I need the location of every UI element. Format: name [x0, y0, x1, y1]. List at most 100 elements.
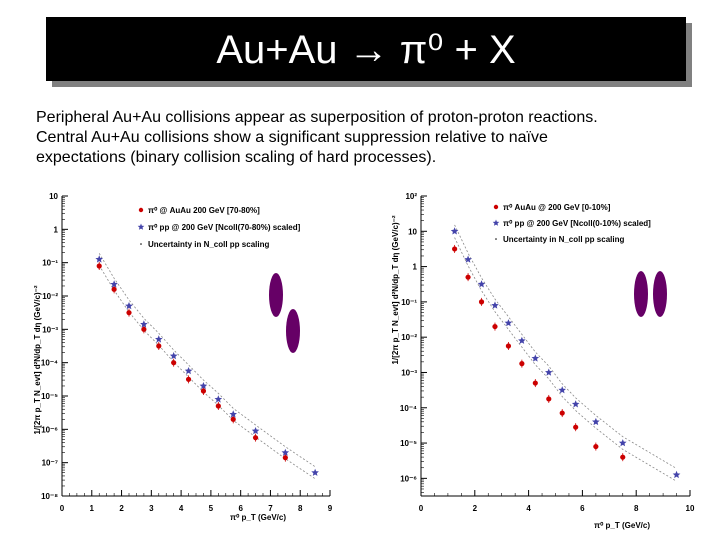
auau-data-point [519, 361, 525, 367]
pp-data-point [491, 301, 499, 309]
y-tick-label: 10² [405, 192, 417, 201]
auau-data-point [156, 343, 162, 349]
x-tick-label: 10 [686, 504, 695, 513]
x-tick-label: 9 [328, 504, 333, 513]
auau-data-point [620, 454, 626, 460]
pp-data-point [464, 255, 472, 263]
y-tick-label: 10⁻² [42, 292, 58, 301]
x-tick-label: 8 [298, 504, 303, 513]
pp-data-point [531, 354, 540, 362]
x-tick-label: 6 [238, 504, 243, 513]
x-tick-label: 5 [209, 504, 214, 513]
legend-marker-auau [493, 204, 499, 210]
pp-data-point [155, 335, 163, 343]
x-tick-label: 4 [179, 504, 184, 513]
legend-entry: Uncertainty in N_coll pp scaling [148, 240, 269, 249]
x-axis-label: π⁰ p_T (GeV/c) [594, 521, 650, 530]
y-tick-label: 10⁻⁶ [400, 474, 417, 483]
y-axis-label: 1/[2π p_T N_evt] d²N/dp_T dη (GeV/c)⁻² [33, 285, 42, 434]
legend-marker-pp [137, 223, 145, 230]
legend-entry: π⁰ pp @ 200 GeV [Ncoll(70-80%) scaled] [148, 223, 301, 232]
x-tick-label: 2 [119, 504, 124, 513]
pp-data-point [184, 367, 193, 375]
auau-data-point [252, 435, 259, 441]
auau-data-point [593, 443, 599, 450]
pp-data-point [518, 336, 526, 344]
purple-ellipse-marker [269, 273, 283, 317]
y-tick-label: 10⁻³ [42, 325, 58, 334]
auau-data-point [141, 326, 147, 332]
uncertainty-band-upper [98, 253, 316, 468]
y-tick-label: 10⁻⁷ [42, 459, 58, 468]
auau-data-point [492, 323, 498, 330]
legend-entry: π⁰ pp @ 200 GeV [Ncoll(0-10%) scaled] [503, 219, 651, 228]
auau-data-point [573, 424, 579, 430]
pp-data-point [311, 468, 319, 476]
purple-ellipse-marker [653, 271, 667, 317]
x-tick-label: 8 [634, 504, 639, 513]
pp-data-point [169, 352, 178, 360]
x-tick-label: 3 [149, 504, 154, 513]
x-tick-label: 7 [268, 504, 273, 513]
x-tick-label: 4 [526, 504, 531, 513]
y-tick-label: 10⁻⁵ [41, 392, 58, 401]
y-tick-label: 10⁻¹ [401, 298, 417, 307]
y-tick-label: 10⁻³ [401, 368, 417, 377]
auau-data-point [96, 263, 102, 269]
legend-entry: π⁰ @ AuAu 200 GeV [70-80%] [148, 206, 260, 215]
y-tick-label: 10⁻² [401, 333, 417, 342]
pp-data-point [545, 368, 553, 376]
y-tick-label: 10⁻⁸ [41, 492, 58, 501]
pp-data-point [504, 319, 513, 327]
auau-data-point [230, 416, 236, 422]
y-axis-label: 1/[2π p_T N_evt] d²N/dp_T dη (GeV/c)⁻² [391, 215, 400, 364]
auau-data-point [478, 299, 485, 305]
auau-data-point [452, 246, 458, 252]
legend-marker-auau [138, 207, 144, 213]
pp-data-point [450, 227, 459, 235]
y-tick-label: 1 [413, 263, 418, 272]
x-tick-label: 1 [90, 504, 95, 513]
uncertainty-band-upper [454, 224, 677, 469]
x-tick-label: 0 [419, 504, 424, 513]
pp-data-point [592, 417, 600, 426]
legend-entry: π⁰ AuAu @ 200 GeV [0-10%] [503, 203, 611, 212]
auau-data-point [111, 286, 117, 292]
pp-data-point [125, 302, 133, 310]
legend-marker-band [140, 243, 142, 245]
auau-data-point [282, 455, 288, 461]
x-tick-label: 6 [580, 504, 585, 513]
y-tick-label: 1 [54, 225, 59, 234]
auau-data-point [559, 410, 565, 416]
y-tick-label: 10⁻⁶ [41, 425, 58, 434]
auau-data-point [185, 376, 192, 382]
pp-data-point [214, 395, 223, 403]
auau-data-point [505, 343, 512, 349]
pp-data-point [477, 280, 486, 288]
pp-data-point [251, 427, 260, 435]
auau-data-point [171, 360, 177, 366]
pp-data-point [140, 320, 148, 328]
pp-data-point [110, 280, 118, 288]
legend-marker-pp [492, 219, 500, 226]
auau-data-point [546, 396, 552, 402]
y-tick-label: 10⁻⁵ [400, 439, 417, 448]
x-tick-label: 0 [60, 504, 65, 513]
pp-data-point [672, 470, 681, 479]
purple-ellipse-marker [634, 271, 648, 317]
slide-title: Au+Au → π⁰ + X [46, 17, 686, 81]
auau-data-point [126, 310, 132, 316]
purple-ellipse-marker [286, 309, 300, 353]
subtitle-line-1: Peripheral Au+Au collisions appear as su… [36, 109, 598, 126]
pp-data-point [281, 448, 290, 456]
legend-marker-band [495, 238, 497, 240]
y-tick-label: 10⁻¹ [42, 259, 58, 268]
pp-data-point [558, 386, 566, 394]
y-tick-label: 10 [408, 227, 417, 236]
pp-data-point [571, 400, 580, 408]
pp-data-point [199, 382, 208, 390]
pp-data-point [618, 439, 627, 447]
subtitle-line-2: Central Au+Au collisions show a signific… [36, 129, 548, 146]
auau-data-point [200, 388, 207, 394]
